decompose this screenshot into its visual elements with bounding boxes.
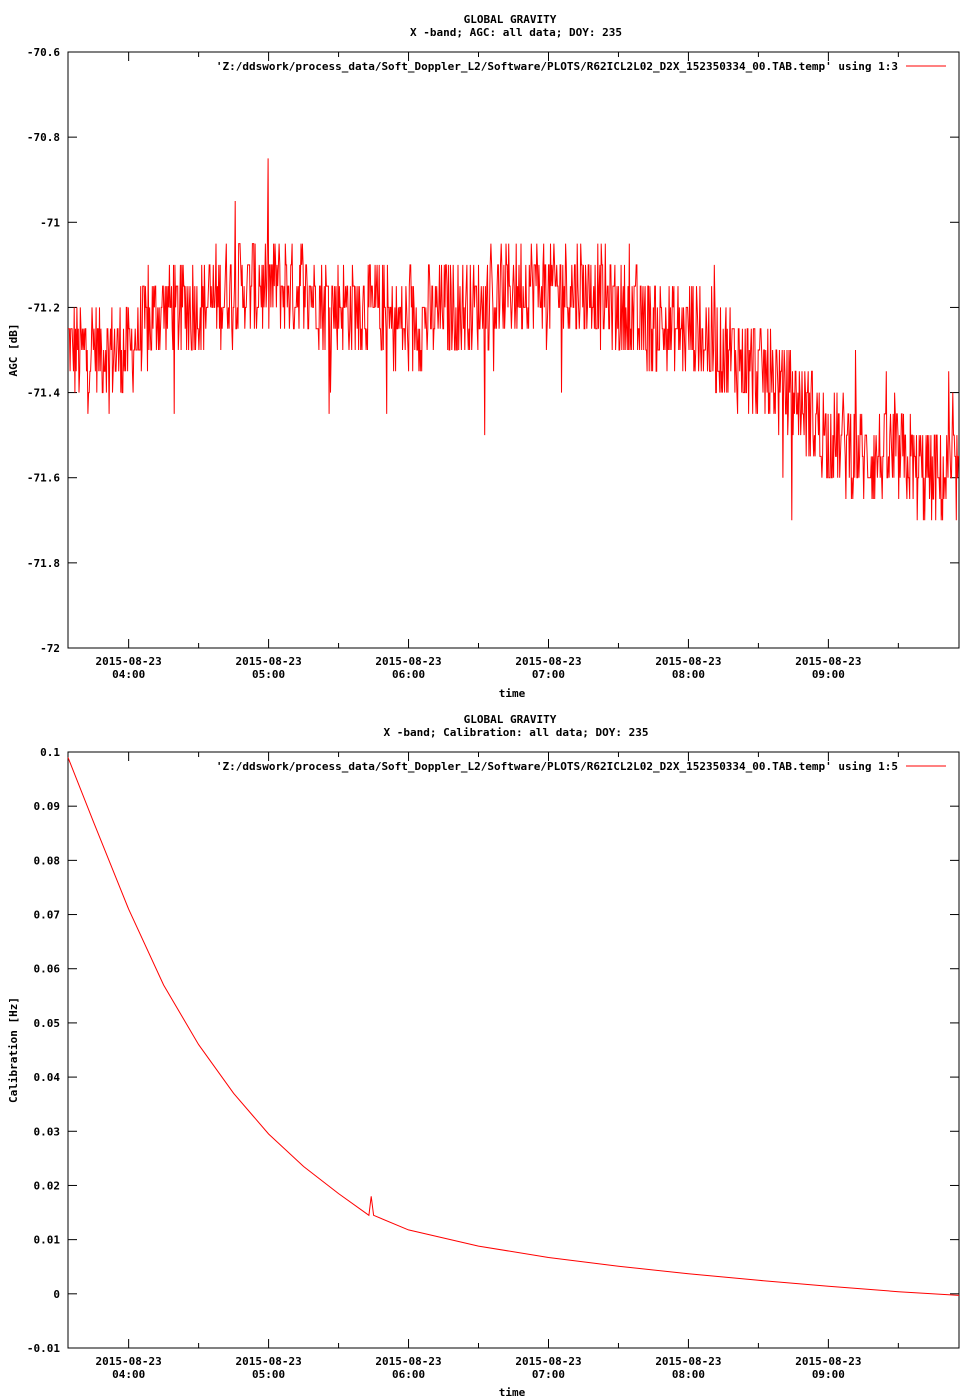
agc-x-tick-date: 2015-08-23 [375, 655, 441, 668]
agc-x-tick-time: 04:00 [112, 668, 145, 681]
agc-x-tick-date: 2015-08-23 [235, 655, 301, 668]
calibration-legend-label: 'Z:/ddswork/process_data/Soft_Doppler_L2… [216, 760, 898, 773]
calibration-y-tick-label: 0.06 [34, 963, 61, 976]
calibration-x-tick-time: 06:00 [392, 1368, 425, 1381]
calibration-plot-frame [67, 751, 960, 1349]
calibration-y-tick-label: 0.1 [40, 746, 60, 759]
calibration-y-tick-label: 0.03 [34, 1125, 61, 1138]
calibration-chart: GLOBAL GRAVITY X -band; Calibration: all… [7, 713, 960, 1399]
calibration-y-tick-label: 0.02 [34, 1179, 61, 1192]
calibration-y-axis-label: Calibration [Hz] [7, 997, 20, 1103]
calibration-chart-title: GLOBAL GRAVITY [464, 713, 557, 726]
agc-y-tick-label: -71.2 [27, 301, 60, 314]
agc-y-tick-label: -71.4 [27, 387, 60, 400]
calibration-x-tick-date: 2015-08-23 [235, 1355, 301, 1368]
agc-y-axis-label: AGC [dB] [7, 324, 20, 377]
calibration-y-tick-label: 0.07 [34, 909, 61, 922]
agc-y-tick-label: -72 [40, 642, 60, 655]
agc-y-axis: -70.6 -70.8 -71 -71.2 -71.4 -71.6 -71.8 -72 [27, 46, 959, 655]
calibration-x-tick-date: 2015-08-23 [515, 1355, 581, 1368]
calibration-x-tick-time: 07:00 [532, 1368, 565, 1381]
agc-y-tick-label: -70.6 [27, 46, 60, 59]
agc-plot-frame [67, 51, 960, 649]
agc-x-axis-label: time [499, 687, 526, 700]
calibration-y-tick-label: -0.01 [27, 1342, 60, 1355]
agc-x-tick-date: 2015-08-23 [96, 655, 162, 668]
calibration-x-tick-date: 2015-08-23 [96, 1355, 162, 1368]
agc-x-tick-time: 08:00 [672, 668, 705, 681]
agc-x-tick-date: 2015-08-23 [795, 655, 861, 668]
agc-x-tick-time: 05:00 [252, 668, 285, 681]
agc-y-tick-label: -71 [40, 216, 60, 229]
agc-legend-label: 'Z:/ddswork/process_data/Soft_Doppler_L2… [216, 60, 898, 73]
agc-chart-subtitle: X -band; AGC: all data; DOY: 235 [410, 26, 622, 39]
calibration-x-tick-date: 2015-08-23 [375, 1355, 441, 1368]
agc-x-tick-date: 2015-08-23 [515, 655, 581, 668]
calibration-x-axis: 2015-08-2304:002015-08-2305:002015-08-23… [96, 752, 899, 1381]
calibration-x-tick-date: 2015-08-23 [795, 1355, 861, 1368]
agc-chart: GLOBAL GRAVITY X -band; AGC: all data; D… [7, 13, 960, 700]
agc-y-tick-label: -71.6 [27, 472, 60, 485]
calibration-x-axis-label: time [499, 1386, 526, 1399]
calibration-y-tick-label: 0.09 [34, 800, 61, 813]
calibration-x-tick-time: 09:00 [812, 1368, 845, 1381]
agc-x-tick-time: 06:00 [392, 668, 425, 681]
calibration-chart-subtitle: X -band; Calibration: all data; DOY: 235 [384, 726, 649, 739]
calibration-x-tick-time: 08:00 [672, 1368, 705, 1381]
calibration-y-tick-label: 0 [53, 1288, 60, 1301]
calibration-y-axis: 0.1 0.09 0.08 0.07 0.06 0.05 0.04 0.03 0.02 0.01 0… [27, 746, 959, 1355]
agc-x-axis: 2015-08-2304:002015-08-2305:002015-08-23… [96, 52, 899, 681]
agc-x-tick-time: 09:00 [812, 668, 845, 681]
calibration-y-tick-label: 0.01 [34, 1234, 61, 1247]
calibration-x-tick-time: 04:00 [112, 1368, 145, 1381]
calibration-y-tick-label: 0.08 [34, 854, 61, 867]
calibration-y-tick-label: 0.04 [34, 1071, 61, 1084]
calibration-series-line [67, 757, 960, 1296]
agc-y-tick-label: -70.8 [27, 131, 60, 144]
calibration-y-tick-label: 0.05 [34, 1017, 61, 1030]
agc-y-tick-label: -71.8 [27, 557, 60, 570]
calibration-x-tick-time: 05:00 [252, 1368, 285, 1381]
agc-x-tick-time: 07:00 [532, 668, 565, 681]
agc-x-tick-date: 2015-08-23 [655, 655, 721, 668]
calibration-x-tick-date: 2015-08-23 [655, 1355, 721, 1368]
agc-chart-title: GLOBAL GRAVITY [464, 13, 557, 26]
agc-series-line [68, 158, 959, 521]
